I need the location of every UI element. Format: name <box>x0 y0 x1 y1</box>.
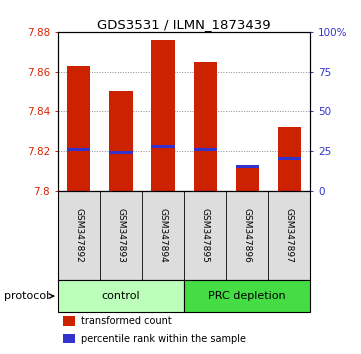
Bar <box>109 151 132 154</box>
Text: control: control <box>102 291 140 301</box>
Bar <box>236 167 259 191</box>
Text: GSM347894: GSM347894 <box>158 208 168 263</box>
Title: GDS3531 / ILMN_1873439: GDS3531 / ILMN_1873439 <box>97 18 271 31</box>
Bar <box>278 127 301 191</box>
Bar <box>67 65 90 191</box>
Bar <box>184 280 310 312</box>
Bar <box>152 145 175 148</box>
Text: transformed count: transformed count <box>81 316 171 326</box>
Bar <box>278 158 301 160</box>
Text: protocol: protocol <box>4 291 49 301</box>
Bar <box>63 334 75 343</box>
Bar <box>152 40 175 191</box>
Text: PRC depletion: PRC depletion <box>208 291 286 301</box>
Text: GSM347892: GSM347892 <box>74 208 83 263</box>
Bar <box>67 148 90 151</box>
Bar <box>63 316 75 326</box>
Bar <box>236 165 259 168</box>
Text: GSM347895: GSM347895 <box>201 208 210 263</box>
Text: GSM347893: GSM347893 <box>117 208 125 263</box>
Text: GSM347896: GSM347896 <box>243 208 252 263</box>
Text: percentile rank within the sample: percentile rank within the sample <box>81 333 245 344</box>
Bar <box>193 148 217 151</box>
Text: GSM347897: GSM347897 <box>285 208 294 263</box>
Bar <box>58 280 184 312</box>
Bar <box>109 91 132 191</box>
Bar <box>193 62 217 191</box>
